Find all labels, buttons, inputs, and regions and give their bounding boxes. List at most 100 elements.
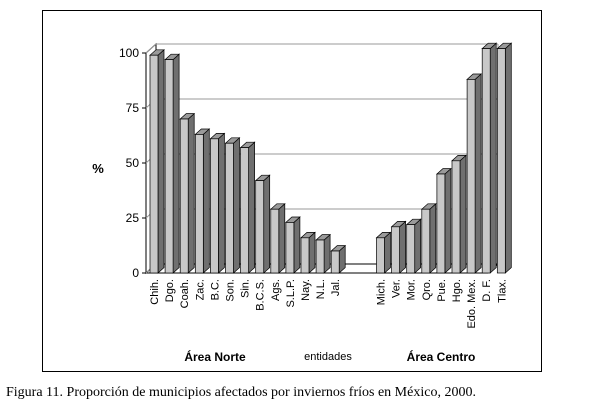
bar (179, 112, 196, 274)
bar-side (157, 49, 165, 274)
bar-side (293, 216, 301, 274)
bar-front (436, 173, 446, 274)
bar-side (459, 154, 467, 274)
bar-side (308, 231, 316, 274)
y-tick-label: 100 (119, 46, 139, 60)
category-label: Ags. (270, 279, 282, 301)
category-label: Coah. (179, 279, 191, 308)
bar-front (255, 180, 265, 274)
bar-side (172, 53, 180, 274)
bar (405, 218, 422, 274)
bars (149, 42, 513, 274)
bar-side (489, 42, 497, 274)
category-label: Hgo. (451, 279, 463, 302)
bar-front (270, 208, 280, 274)
bar-side (202, 128, 210, 274)
y-tick-label: 75 (126, 101, 140, 115)
bar (224, 137, 241, 274)
category-label: Mich. (376, 279, 388, 305)
bar-front (451, 160, 461, 274)
bar (254, 174, 271, 274)
category-label: Ver. (391, 279, 403, 298)
bar (481, 42, 498, 274)
bar-side (384, 231, 391, 274)
bar (451, 154, 467, 274)
bar-front (315, 239, 325, 274)
figure-frame: 0 25 50 75 100 Chih. Dgo. Coah. Zac. B.C. Son. Sin… (42, 10, 542, 372)
bar (315, 233, 332, 274)
category-label: Mor. (406, 279, 418, 300)
bar-front (406, 224, 416, 274)
bar-side (414, 218, 422, 274)
bar-side (474, 73, 482, 274)
bar (239, 141, 256, 274)
bar-side (444, 167, 452, 274)
bar-front (466, 79, 476, 274)
category-label: Pue. (436, 279, 448, 302)
bar-side (278, 203, 286, 274)
bar (164, 53, 181, 274)
category-label: Chih. (149, 279, 161, 305)
group-label-area-norte: Área Norte (184, 349, 246, 364)
category-label: B.C.S. (255, 279, 267, 311)
bar-side (248, 141, 255, 274)
bar (330, 244, 347, 274)
bar (390, 220, 407, 274)
y-axis-label: % (92, 161, 104, 176)
bar-front (421, 208, 431, 274)
category-label: S.L.P. (285, 279, 297, 308)
y-tick-label: 25 (126, 211, 140, 225)
bar (284, 216, 301, 274)
bar-front (330, 250, 340, 274)
bar-front (210, 138, 219, 274)
bar-front (149, 54, 159, 274)
bar-front (496, 48, 506, 274)
category-label: Edo. Mex. (466, 279, 478, 329)
category-label: Nay. (300, 279, 312, 301)
x-categories: Chih. Dgo. Coah. Zac. B.C. Son. Sin. B.C.S. Ags.… (149, 279, 508, 329)
bar (194, 128, 211, 274)
bar (466, 73, 483, 274)
bar-front (240, 147, 249, 274)
category-label: Tlax. (496, 279, 508, 303)
y-ticks: 0 25 50 75 100 (119, 46, 146, 280)
bar (435, 167, 452, 274)
bar-side (233, 137, 240, 274)
bar-side (504, 42, 512, 274)
bar-side (323, 233, 331, 274)
category-label: N.L. (315, 279, 327, 299)
chart: 0 25 50 75 100 Chih. Dgo. Coah. Zac. B.C. Son. Sin… (92, 42, 513, 364)
bar-front (225, 142, 234, 274)
bar (420, 203, 437, 274)
category-label: B.C. (209, 279, 221, 300)
bar (300, 231, 316, 274)
bar (149, 49, 165, 274)
figure-caption: Figura 11. Proporción de municipios afec… (6, 385, 476, 400)
bar (269, 203, 286, 274)
category-label: Sin. (240, 279, 252, 298)
y-tick-label: 0 (132, 266, 139, 280)
grid-diagonal (145, 43, 157, 54)
bar-front (481, 48, 491, 274)
y-tick-label: 50 (126, 156, 140, 170)
bar-front (179, 118, 189, 274)
bar (209, 132, 226, 274)
category-label: D. F. (481, 279, 493, 302)
bar-side (263, 174, 271, 274)
bar (375, 231, 392, 274)
category-label: Zac. (194, 279, 206, 300)
bar-side (399, 220, 406, 274)
bar-front (285, 222, 295, 274)
bar-side (218, 132, 225, 274)
category-label: Jal. (330, 279, 342, 296)
bar-side (429, 203, 437, 274)
category-label: Qro. (421, 279, 433, 300)
bar-front (194, 134, 204, 274)
bar-side (187, 112, 195, 274)
group-label-area-centro: Área Centro (407, 349, 476, 364)
bar-front (391, 226, 400, 274)
bar-front (300, 237, 310, 274)
category-label: Son. (225, 279, 237, 302)
bar-front (376, 237, 385, 274)
x-axis-label: entidades (304, 351, 352, 363)
